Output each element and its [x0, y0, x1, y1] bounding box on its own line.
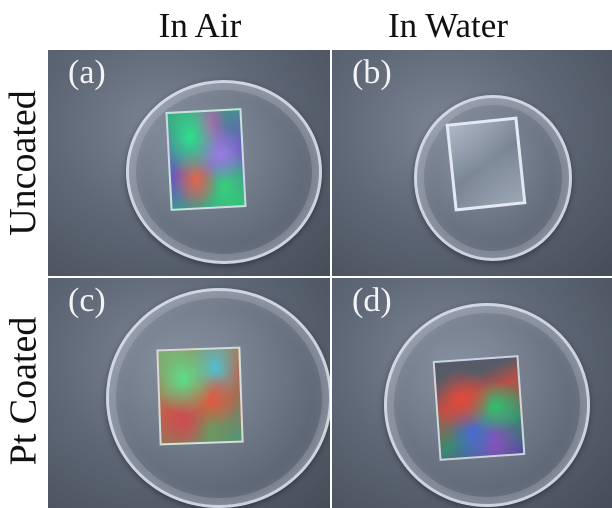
- column-header-in-water: In Water: [388, 6, 508, 45]
- panel-label-d: (d): [352, 282, 392, 319]
- panel-label-a: (a): [68, 54, 106, 91]
- photo-panel-b: (b): [332, 50, 612, 276]
- row-header-uncoated: Uncoated: [0, 50, 46, 276]
- film-sample: [165, 108, 247, 211]
- panel-label-b: (b): [352, 54, 392, 91]
- film-sample: [432, 355, 526, 461]
- photo-panel-c: (c): [48, 278, 330, 508]
- row-header-uncoated-label: Uncoated: [2, 90, 45, 236]
- row-header-pt-coated: Pt Coated: [0, 278, 46, 504]
- panel-label-c: (c): [68, 282, 106, 319]
- film-sample: [156, 346, 244, 446]
- row-header-pt-coated-label: Pt Coated: [2, 316, 45, 466]
- column-header-in-air: In Air: [158, 6, 242, 45]
- film-sample: [445, 116, 527, 212]
- photo-panel-a: (a): [48, 50, 330, 276]
- photo-panel-d: (d): [332, 278, 612, 508]
